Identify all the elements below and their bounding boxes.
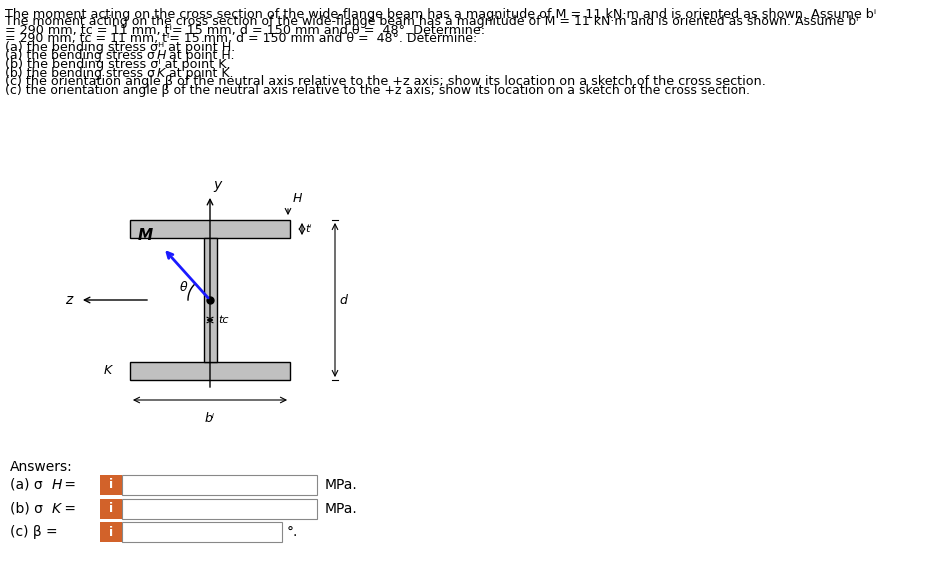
Text: bⁱ: bⁱ (205, 412, 215, 425)
Text: The moment acting on the cross section of the wide-flange beam has a magnitude o: The moment acting on the cross section o… (5, 8, 876, 20)
Text: Answers:: Answers: (10, 460, 73, 474)
Text: z: z (65, 293, 72, 307)
Text: (c) the orientation angle β of the neutral axis relative to the +z axis; show it: (c) the orientation angle β of the neutr… (5, 75, 766, 88)
Text: = 290 mm, tᴄ = 11 mm, tⁱ= 15 mm, d = 150 mm and θ =  48°. Determine:: = 290 mm, tᴄ = 11 mm, tⁱ= 15 mm, d = 150… (5, 24, 485, 37)
Text: (c) the orientation angle β of the neutral axis relative to the +z axis; show it: (c) the orientation angle β of the neutr… (5, 84, 750, 97)
Text: (a) the bending stress σᴴ at point H.: (a) the bending stress σᴴ at point H. (5, 41, 235, 54)
Bar (100, 475, 122, 495)
Text: H: H (52, 478, 62, 492)
Text: = 290 mm, tᴄ = 11 mm, tⁱ= 15 mm, d = 150 mm and θ =  48°. Determine:: = 290 mm, tᴄ = 11 mm, tⁱ= 15 mm, d = 150… (5, 32, 477, 45)
Text: M: M (138, 228, 153, 243)
Bar (122, 522, 282, 542)
Text: (c) β =: (c) β = (10, 525, 58, 539)
Text: (b) σ: (b) σ (10, 502, 42, 516)
Bar (100, 499, 122, 519)
Text: H: H (293, 192, 303, 205)
Text: (a) the bending stress σ: (a) the bending stress σ (5, 49, 155, 62)
Text: at point H.: at point H. (165, 49, 235, 62)
Text: MPa.: MPa. (325, 502, 357, 516)
Text: =: = (60, 502, 76, 516)
Bar (122, 499, 317, 519)
Text: The moment acting on the cross section of the wide-flange beam has a magnitude o: The moment acting on the cross section o… (5, 14, 858, 27)
Text: K: K (104, 364, 112, 378)
Text: i: i (109, 525, 113, 538)
Text: (b) the bending stress σᴵ at point K.: (b) the bending stress σᴵ at point K. (5, 58, 230, 71)
Text: H: H (157, 49, 166, 62)
Text: at point K.: at point K. (165, 67, 234, 79)
Text: i: i (109, 502, 113, 516)
Text: K: K (157, 67, 165, 79)
Text: tᴄ: tᴄ (218, 315, 228, 325)
Text: MPa.: MPa. (325, 478, 357, 492)
Text: (b) the bending stress σ: (b) the bending stress σ (5, 67, 155, 79)
Text: =: = (60, 478, 76, 492)
Text: °.: °. (287, 525, 298, 539)
Bar (100, 522, 122, 542)
Text: tⁱ: tⁱ (305, 224, 311, 234)
Bar (122, 475, 317, 495)
Text: θ: θ (180, 281, 188, 294)
Bar (130, 220, 290, 238)
Text: y: y (213, 178, 222, 192)
Text: (a) σ: (a) σ (10, 478, 42, 492)
Bar (130, 362, 290, 380)
Bar (204, 238, 217, 362)
Text: i: i (109, 478, 113, 491)
Text: d: d (339, 293, 347, 306)
Text: K: K (52, 502, 61, 516)
